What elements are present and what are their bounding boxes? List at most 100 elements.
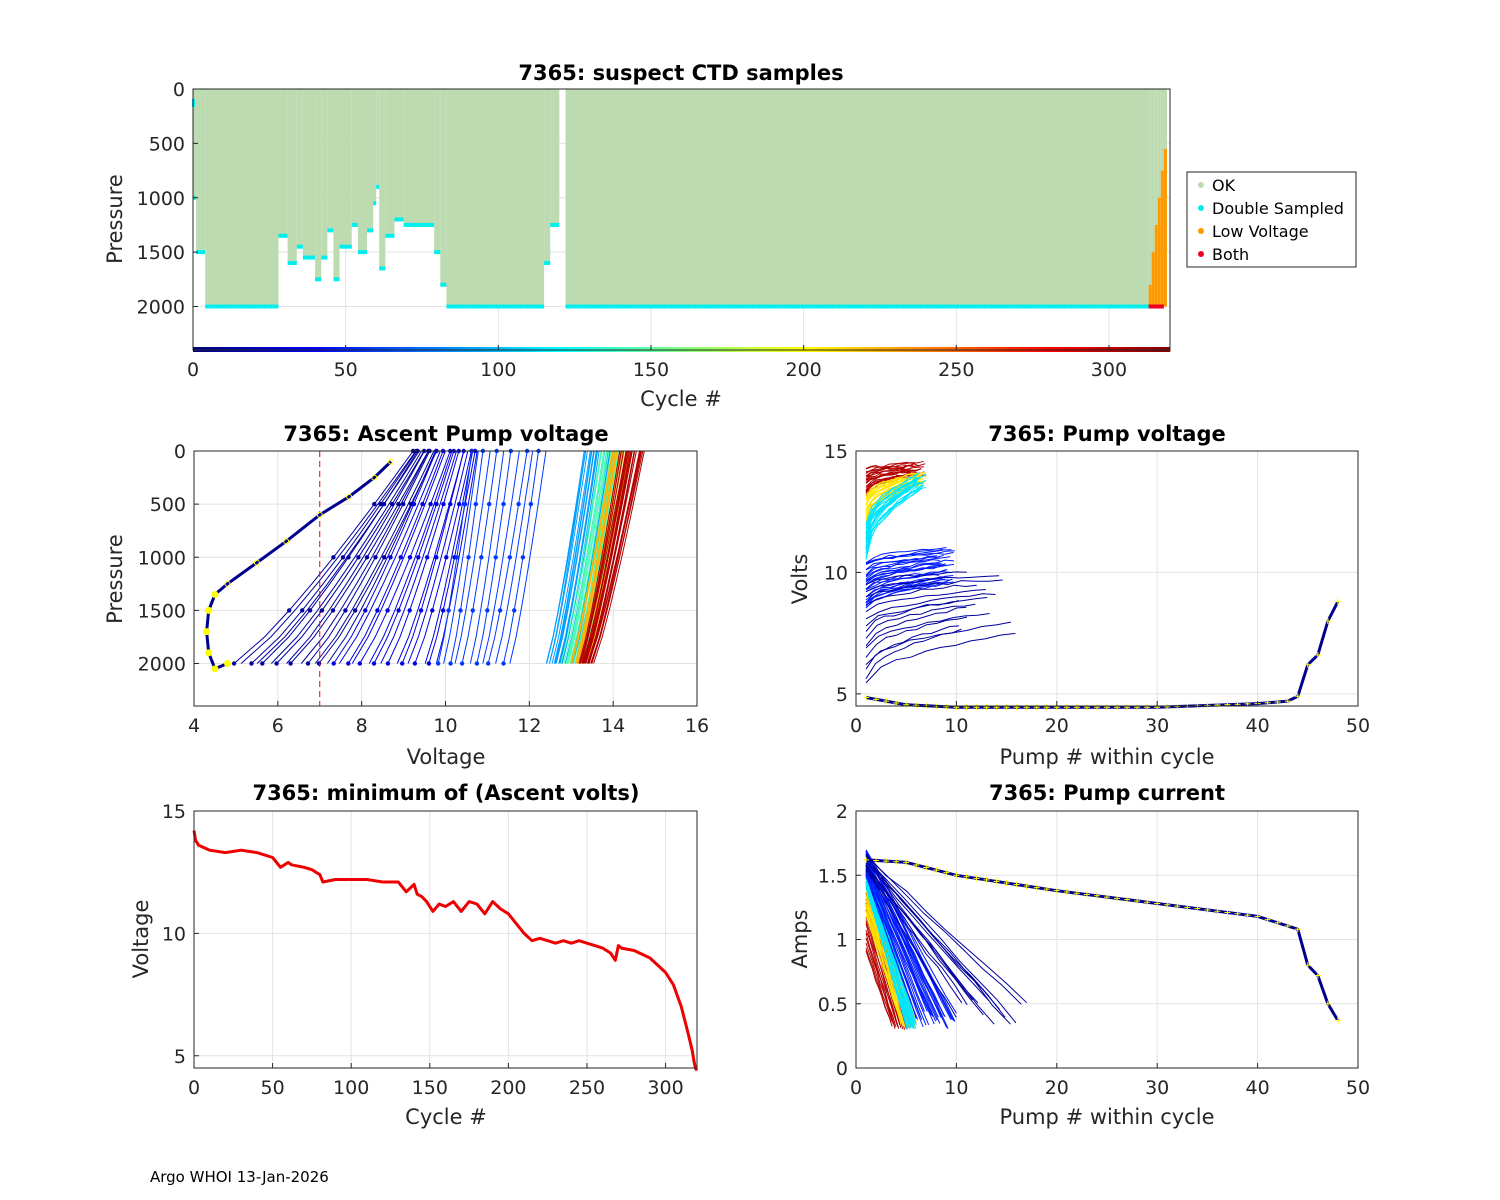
profile-point [420,501,425,507]
double-sampled-point [895,304,899,309]
profile-line [570,450,614,664]
both-point [1148,304,1164,309]
last-pump-current-point [903,859,910,866]
pump-voltage-line [865,469,917,484]
profile-point [470,608,475,613]
suspect-title: 7365: suspect CTD samples [518,61,843,85]
double-sampled-point [278,233,288,238]
profile-line [560,450,602,664]
pump-current-line [865,942,894,1024]
ascent-xlabel: Voltage [407,745,486,769]
profile-point [416,555,421,560]
double-sampled-point [461,304,465,309]
double-sampled-point [492,304,496,309]
legend-low: Low Voltage [1212,222,1309,241]
suspect-xtick-label: 250 [938,359,974,381]
profile-point [372,501,377,507]
pump-voltage-line [865,621,1011,665]
double-sampled-point [687,304,691,309]
last-pump-current-point [1083,891,1090,898]
profile-line [553,450,593,664]
last-pump-voltage-point [1324,618,1331,624]
pump-current-line [865,864,984,1016]
ok-region [376,89,380,187]
profile-point [434,501,439,507]
double-sampled-point [498,304,502,309]
profile-point [371,661,377,666]
last-pump-current-point [1144,899,1151,906]
double-sampled-point [898,304,902,309]
double-sampled-point [531,304,535,309]
last-pump-voltage-point [1214,702,1221,709]
double-sampled-point [1066,304,1070,309]
pump-voltage-line [865,581,954,604]
pumpv-ytick-label: 15 [824,441,848,463]
ok-region [550,89,560,225]
double-sampled-point [1069,304,1073,309]
double-sampled-point [473,304,477,309]
double-sampled-point [944,304,948,309]
suspect-xtick-label: 200 [785,359,821,381]
double-sampled-point [571,304,575,309]
double-sampled-point [995,304,999,309]
profile-point [346,555,351,560]
double-sampled-point [1038,304,1042,309]
last-pump-voltage-point [993,704,1000,711]
double-sampled-point [864,304,868,309]
pump-voltage-line [865,479,927,539]
double-sampled-point [1023,304,1027,309]
pumpc-xlabel: Pump # within cycle [1000,1105,1215,1129]
double-sampled-point [589,304,593,309]
last-pump-voltage-point [1314,652,1321,658]
double-sampled-point [892,304,896,309]
pump-current-line [865,864,931,1015]
pump-voltage-line [865,564,947,586]
profile-point [249,661,254,666]
double-sampled-point [1035,304,1039,309]
double-sampled-point [266,304,270,309]
pump-current-line [865,870,957,1018]
double-sampled-point [632,304,636,309]
legend-box [1186,171,1357,268]
double-sampled-point [244,304,248,309]
minv-xtick-label: 100 [333,1077,369,1099]
pump-voltage-line [865,616,968,658]
last-pump-voltage-point [1013,704,1020,711]
pump-voltage-line [865,484,919,550]
profile-line [571,450,615,664]
last-pump-current-point [1003,879,1010,886]
double-sampled-point [800,304,804,309]
ascent-ticks: 4 6 8 10 12 14 16 0 500 1000 1500 2000 [138,441,709,737]
ok-region [339,89,352,247]
pump-current-line [865,853,1028,1004]
last-pump-current-point [1284,923,1291,930]
last-pump-current-point [1104,894,1110,901]
profile-line [300,450,429,664]
double-sampled-point [1124,304,1128,309]
last-pump-current-point [1013,881,1020,888]
ok-region [1157,89,1161,198]
profile-point [479,555,484,560]
double-sampled-point [702,304,706,309]
pump-current-line [865,900,906,1027]
profile-line [585,450,633,664]
suspect-samples-panel: 0 50 100 150 200 250 300 0 500 1000 1500 2000 7365:… [103,61,1357,411]
double-sampled-point [257,304,261,309]
double-sampled-point [931,304,935,309]
profile-line [271,450,423,664]
ascent-xtick-label: 8 [356,715,368,737]
profile-line [558,450,598,664]
double-sampled-point [657,304,661,309]
double-sampled-point [251,304,255,309]
last-pump-voltage-point [1144,704,1151,711]
double-sampled-point [339,244,352,249]
low-voltage-region [1157,197,1161,307]
pump-voltage-line [865,547,947,564]
last-pump-voltage-point [983,704,990,711]
double-sampled-point [644,304,648,309]
profile-line [555,450,595,664]
profile-point [300,608,305,613]
suspect-xtick-label: 50 [334,359,358,381]
double-sampled-point [1020,304,1024,309]
double-sampled-point [1127,304,1131,309]
